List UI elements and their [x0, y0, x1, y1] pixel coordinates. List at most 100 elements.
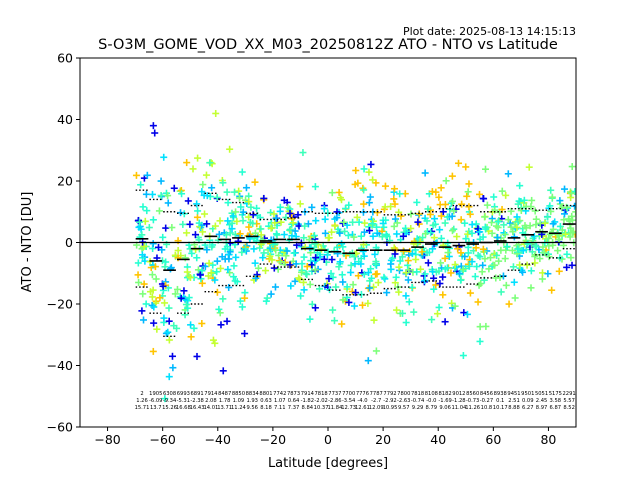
scatter-point [531, 242, 539, 250]
scatter-point [491, 206, 499, 214]
scatter-point [179, 220, 187, 228]
scatter-point [239, 217, 247, 225]
scatter-point [501, 231, 509, 239]
scatter-point [280, 231, 288, 239]
scatter-point [352, 289, 360, 297]
scatter-point [369, 283, 377, 291]
scatter-point [396, 257, 404, 265]
scatter-point [436, 201, 444, 209]
scatter-point [536, 255, 544, 263]
scatter-point [495, 257, 503, 265]
scatter-point [419, 244, 427, 252]
scatter-point [134, 259, 142, 267]
bin-label: 15.26 [162, 405, 177, 411]
scatter-point [331, 222, 339, 230]
x-tick-label: 80 [540, 432, 556, 447]
bin-label: -0.73 [466, 398, 479, 404]
scatter-point [229, 212, 237, 220]
bin-label: 2291 [563, 391, 576, 397]
bin-label: 0.1 [496, 398, 504, 404]
scatter-point [357, 232, 365, 240]
bin-label: 5175 [549, 391, 562, 397]
scatter-point [328, 256, 336, 264]
scatter-point [434, 310, 442, 318]
scatter-point [424, 205, 432, 213]
scatter-point [523, 261, 531, 269]
scatter-point [488, 218, 496, 226]
scatter-point [257, 231, 265, 239]
bin-label: 1.07 [274, 398, 286, 404]
scatter-point [448, 172, 456, 180]
scatter-point [151, 263, 159, 271]
bin-label: 7787 [370, 391, 383, 397]
scatter-point [503, 243, 511, 251]
scatter-point [359, 301, 367, 309]
scatter-point [468, 258, 476, 266]
scatter-point [188, 249, 196, 257]
scatter-point [287, 282, 295, 290]
scatter-point [213, 193, 221, 201]
scatter-point [492, 274, 500, 282]
x-tick-label: 40 [430, 432, 446, 447]
scatter-point [249, 219, 257, 227]
scatter-point [187, 333, 195, 341]
scatter-point [347, 261, 355, 269]
scatter-point [514, 245, 522, 253]
scatter-point [474, 298, 482, 306]
bin-label: 8182 [439, 391, 452, 397]
scatter-point [336, 258, 344, 266]
scatter-point [308, 300, 316, 308]
bin-label: 7818 [315, 391, 328, 397]
x-tick-label: 60 [485, 432, 501, 447]
scatter-point [491, 261, 499, 269]
scatter-point [353, 213, 361, 221]
scatter-point [272, 246, 280, 254]
scatter-point [418, 248, 426, 256]
scatter-point [152, 275, 160, 283]
scatter-point [417, 265, 425, 273]
bin-label: -2.63 [397, 398, 410, 404]
scatter-point [437, 212, 445, 220]
scatter-point [481, 223, 489, 231]
x-tick-label: −40 [205, 432, 231, 447]
scatter-point [567, 254, 575, 262]
bin-label: -0.74 [411, 398, 425, 404]
scatter-point [359, 247, 367, 255]
scatter-point [271, 219, 279, 227]
scatter-point [365, 168, 373, 176]
scatter-point [181, 311, 189, 319]
scatter-point [320, 205, 328, 213]
scatter-point [513, 242, 521, 250]
scatter-point [481, 213, 489, 221]
scatter-point [419, 234, 427, 242]
y-tick-label: 60 [57, 51, 73, 66]
scatter-point [500, 221, 508, 229]
scatter-point [206, 159, 214, 167]
bin-label: 9.29 [412, 405, 424, 411]
scatter-point [562, 230, 570, 238]
bin-label: 9012 [452, 391, 465, 397]
scatter-point [468, 221, 476, 229]
scatter-point [241, 294, 249, 302]
scatter-point [481, 255, 489, 263]
scatter-point [404, 276, 412, 284]
scatter-point [346, 251, 354, 259]
bin-label: -2.02 [314, 398, 327, 404]
bin-label: 8.84 [302, 405, 314, 411]
scatter-point [216, 217, 224, 225]
scatter-point [315, 285, 323, 293]
scatter-point [381, 203, 389, 211]
scatter-point [173, 324, 181, 332]
scatter-point [198, 188, 206, 196]
bin-label: 8.97 [536, 405, 548, 411]
scatter-point [492, 222, 500, 230]
scatter-point [488, 229, 496, 237]
bin-label: 8.88 [508, 405, 520, 411]
scatter-point [223, 317, 231, 325]
scatter-point [360, 186, 368, 194]
bin-label: 3.58 [550, 398, 562, 404]
bin-label: 7800 [397, 391, 410, 397]
scatter-point [504, 216, 512, 224]
scatter-point [275, 257, 283, 265]
